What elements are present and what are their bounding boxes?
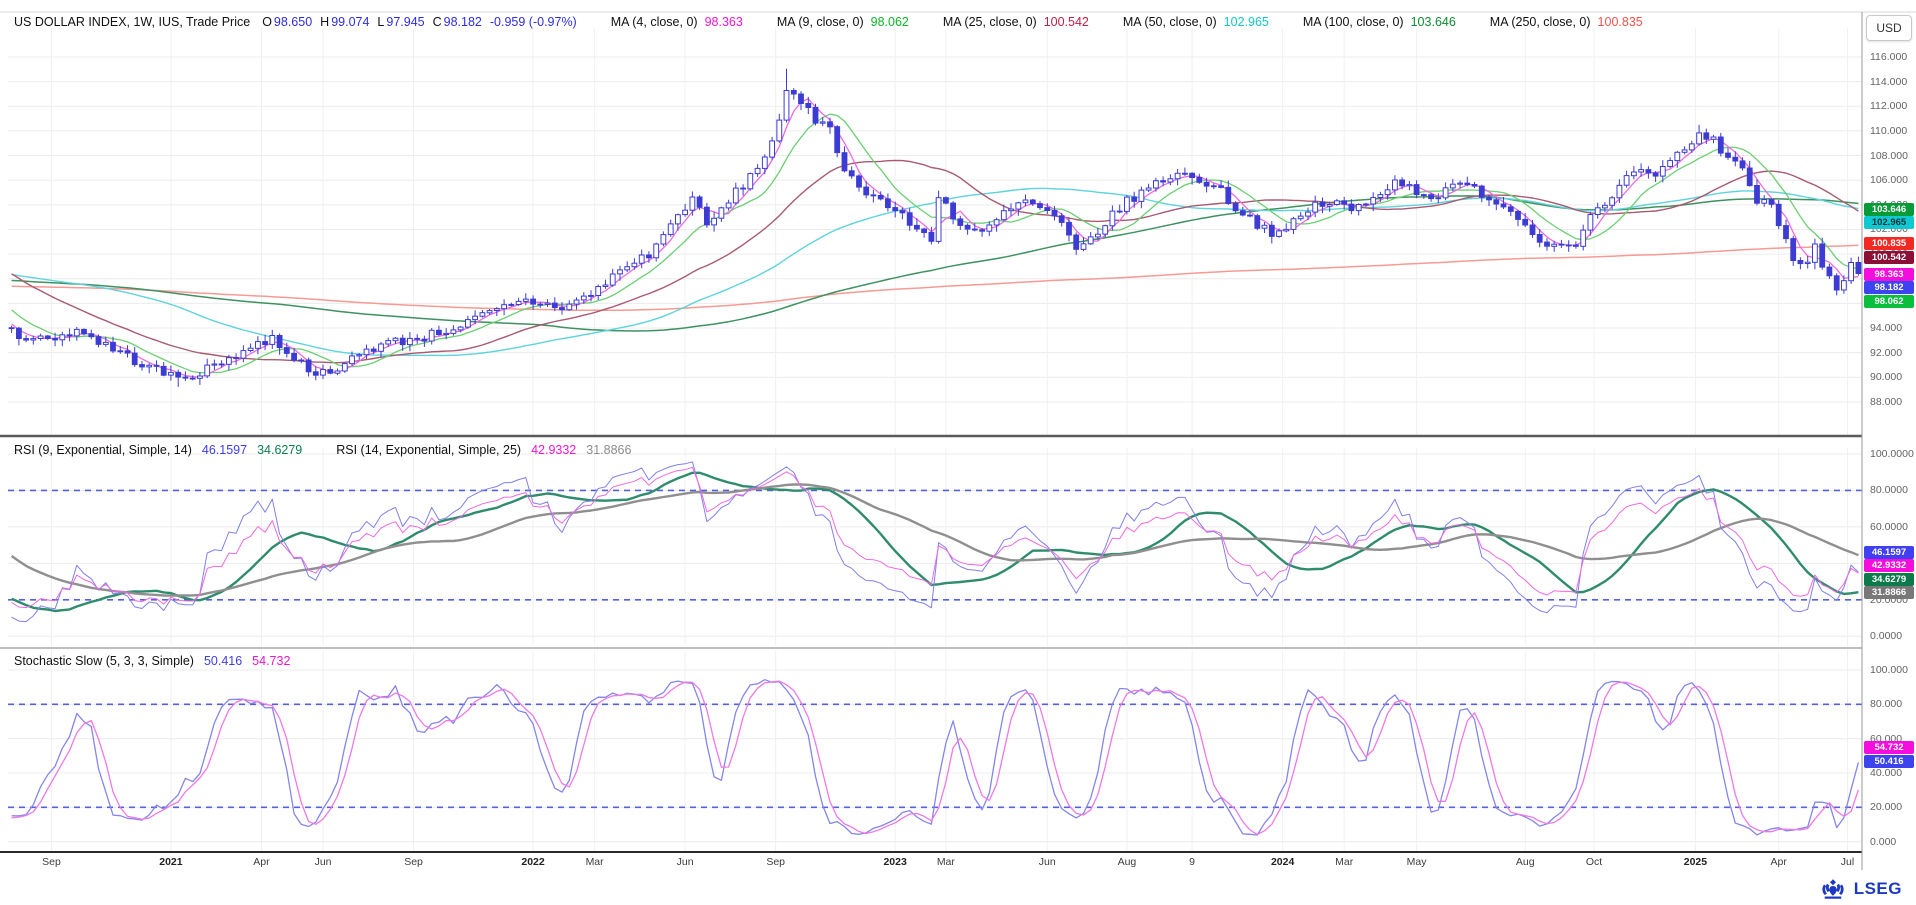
price-axis-label: 114.000 <box>1870 75 1908 88</box>
quote-field-value: 97.945 <box>386 15 425 29</box>
ma-legend-value: 103.646 <box>1410 15 1456 29</box>
quote-field-label: C <box>432 15 442 29</box>
indicator-value: 31.8866 <box>586 443 632 457</box>
time-axis-label: 2021 <box>159 856 183 868</box>
time-axis-label: Jun <box>676 856 694 868</box>
ma-legend-label: MA (25, close, 0) <box>942 15 1037 29</box>
time-axis-label: Mar <box>585 856 604 868</box>
time-axis-label: 2022 <box>521 856 545 868</box>
indicator-label: RSI (14, Exponential, Simple, 25) <box>336 443 522 457</box>
price-badge: 100.542 <box>1864 250 1914 264</box>
ma-legend-value: 100.835 <box>1597 15 1643 29</box>
price-axis-label: 106.000 <box>1870 174 1908 187</box>
ma-legend-label: MA (250, close, 0) <box>1489 15 1591 29</box>
time-axis-label: Apr <box>253 856 270 868</box>
time-axis-label: Oct <box>1585 856 1603 868</box>
price-badge: 31.8866 <box>1864 586 1914 600</box>
indicator-value: 34.6279 <box>257 443 303 457</box>
stoch-axis-label: 100.000 <box>1870 664 1908 676</box>
time-axis-label: 2025 <box>1683 856 1708 868</box>
price-axis-label: 116.000 <box>1870 51 1908 63</box>
price-axis-label: 94.000 <box>1870 322 1903 335</box>
quote-field-label: L <box>377 15 385 29</box>
currency-axis-button[interactable]: USD <box>1866 15 1912 41</box>
rsi-axis-label: 0.0000 <box>1870 630 1903 643</box>
price-badge: 98.062 <box>1864 294 1914 308</box>
rsi-axis-label: 100.0000 <box>1870 448 1914 460</box>
stoch-axis-label: 20.000 <box>1870 801 1903 814</box>
lseg-logo: LSEG <box>1818 877 1902 901</box>
price-badge: 102.965 <box>1864 216 1914 230</box>
lseg-crest-icon <box>1822 879 1844 899</box>
time-axis-label: Jun <box>1038 856 1056 868</box>
quote-field-label: O <box>262 15 272 29</box>
indicator-label: RSI (9, Exponential, Simple, 14) <box>14 443 192 457</box>
price-badge: 54.732 <box>1864 741 1914 755</box>
stochastic-legend: Stochastic Slow (5, 3, 3, Simple) 50.416 5… <box>14 654 290 668</box>
time-axis-label: Aug <box>1117 856 1137 868</box>
time-axis-label: Jul <box>1840 856 1855 868</box>
rsi-axis-label: 80.0000 <box>1870 484 1908 497</box>
time-axis-label: 2024 <box>1270 856 1295 868</box>
quote-field-value: 98.650 <box>273 15 313 29</box>
ma-legend-label: MA (4, close, 0) <box>610 15 698 29</box>
time-axis-label: Mar <box>1335 856 1354 868</box>
indicator-value: 46.1597 <box>201 443 248 457</box>
indicator-value: 42.9332 <box>531 443 577 457</box>
time-axis-label: 2023 <box>883 856 907 868</box>
price-axis-label: 108.000 <box>1870 149 1908 162</box>
ma-legend-label: MA (9, close, 0) <box>776 15 864 29</box>
price-badge: 42.9332 <box>1864 559 1914 573</box>
stoch-axis-label: 40.000 <box>1870 767 1903 780</box>
rsi-axis-label: 60.0000 <box>1870 520 1908 533</box>
price-badge: 50.416 <box>1864 754 1914 768</box>
quote-change: -0.959 (-0.97%) <box>489 15 577 29</box>
indicator-value: 54.732 <box>252 654 291 668</box>
time-axis-label: Sep <box>42 856 61 868</box>
price-badge: 98.182 <box>1864 281 1914 295</box>
time-axis-label: 9 <box>1189 856 1196 868</box>
indicator-value: 50.416 <box>203 654 243 668</box>
price-axis-label: 88.000 <box>1870 395 1903 408</box>
lseg-logo-text: LSEG <box>1853 879 1902 898</box>
price-axis-label: 112.000 <box>1870 100 1908 113</box>
time-axis-label: Sep <box>404 856 423 868</box>
price-badge: 98.363 <box>1864 267 1914 281</box>
price-badge: 46.1597 <box>1864 545 1914 559</box>
ma-legend-value: 102.965 <box>1223 15 1269 29</box>
time-axis-label: May <box>1406 856 1427 868</box>
price-badge: 34.6279 <box>1864 572 1914 586</box>
ma-legend-value: 100.542 <box>1043 15 1089 29</box>
stoch-axis-label: 80.000 <box>1870 698 1903 711</box>
price-axis-label: 110.000 <box>1870 124 1908 137</box>
price-axis-label: 90.000 <box>1870 371 1903 384</box>
ma-legend-label: MA (100, close, 0) <box>1302 15 1404 29</box>
ma-legend-value: 98.062 <box>870 15 909 29</box>
time-axis-label: Jun <box>314 856 332 868</box>
rsi-legend: RSI (9, Exponential, Simple, 14) 46.1597 3… <box>14 443 631 457</box>
quote-field-label: H <box>320 15 330 29</box>
quote-field-value: 98.182 <box>443 15 482 29</box>
time-axis-label: Aug <box>1515 856 1535 868</box>
time-axis-label: Apr <box>1770 856 1787 868</box>
time-axis-label: Mar <box>936 856 955 868</box>
quote-field-value: 99.074 <box>331 15 370 29</box>
ma-legend-label: MA (50, close, 0) <box>1122 15 1217 29</box>
price-axis-label: 92.000 <box>1870 346 1903 359</box>
time-axis-label: Sep <box>766 856 786 868</box>
symbol-title: US DOLLAR INDEX, 1W, IUS, Trade Price <box>14 15 251 29</box>
main-chart-legend: US DOLLAR INDEX, 1W, IUS, Trade Price O 98… <box>14 15 1643 29</box>
price-badge: 103.646 <box>1864 202 1914 216</box>
indicator-label: Stochastic Slow (5, 3, 3, Simple) <box>14 654 194 668</box>
price-badge: 100.835 <box>1864 237 1914 251</box>
stoch-axis-label: 0.000 <box>1870 835 1897 848</box>
ma-legend-value: 98.363 <box>704 15 743 29</box>
